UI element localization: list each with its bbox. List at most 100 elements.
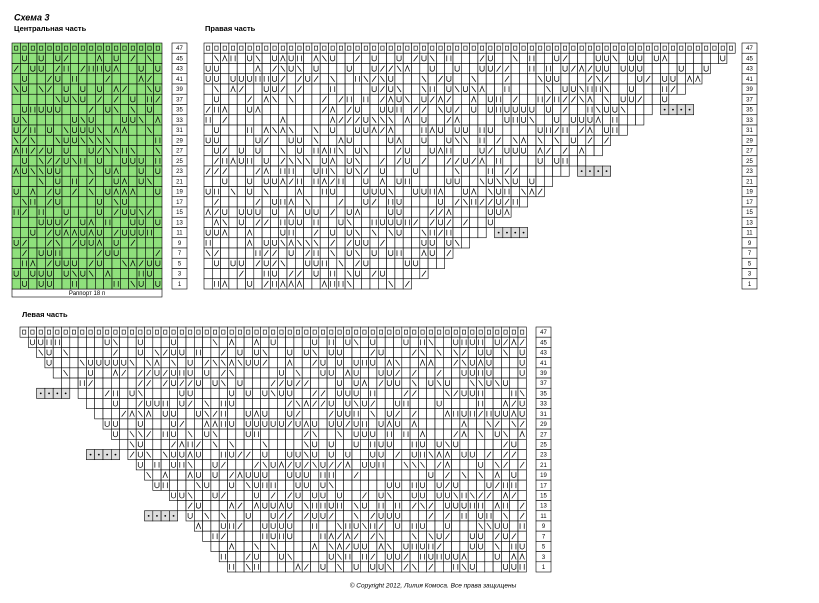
stitch-symbol bbox=[503, 380, 508, 387]
stitch-symbol bbox=[105, 45, 110, 51]
stitch-cell bbox=[436, 63, 445, 75]
stitch-cell bbox=[286, 257, 296, 269]
stitch-cell bbox=[467, 367, 477, 379]
stitch-symbol bbox=[187, 492, 193, 499]
stitch-symbol bbox=[395, 523, 401, 530]
stitch-cell bbox=[145, 155, 154, 167]
stitch-symbol bbox=[380, 116, 385, 123]
stitch-cell bbox=[361, 52, 371, 64]
stitch-symbol bbox=[63, 270, 69, 277]
stitch-cell bbox=[419, 93, 429, 105]
stitch-symbol bbox=[63, 349, 69, 356]
stitch-cell bbox=[467, 520, 477, 532]
stitch-symbol bbox=[511, 482, 517, 489]
stitch-cell bbox=[326, 357, 336, 369]
stitch-cell bbox=[560, 134, 570, 146]
row-number: 5 bbox=[748, 261, 752, 267]
stitch-cell bbox=[28, 63, 38, 75]
stitch-symbol bbox=[72, 157, 77, 164]
stitch-cell bbox=[36, 336, 46, 348]
stitch-cell bbox=[359, 561, 369, 573]
stitch-symbol bbox=[487, 209, 493, 216]
stitch-cell bbox=[451, 408, 461, 420]
stitch-cell bbox=[235, 428, 245, 440]
stitch-cell bbox=[220, 186, 230, 198]
stitch-cell bbox=[294, 42, 304, 54]
stitch-symbol bbox=[370, 533, 376, 540]
stitch-symbol bbox=[463, 198, 468, 205]
stitch-symbol bbox=[80, 158, 86, 164]
stitch-cell bbox=[568, 114, 578, 126]
stitch-cell bbox=[243, 428, 253, 440]
stitch-cell bbox=[384, 449, 394, 461]
stitch-cell bbox=[243, 510, 253, 522]
stitch-symbol bbox=[130, 158, 136, 164]
stitch-symbol bbox=[162, 471, 168, 479]
stitch-cell bbox=[243, 500, 253, 512]
stitch-symbol bbox=[97, 127, 102, 134]
stitch-cell bbox=[452, 175, 462, 187]
stitch-symbol bbox=[130, 219, 136, 226]
stitch-cell bbox=[359, 479, 369, 491]
stitch-cell bbox=[519, 83, 529, 95]
stitch-symbol bbox=[438, 219, 443, 226]
stitch-symbol bbox=[478, 533, 484, 540]
stitch-cell bbox=[61, 83, 71, 95]
stitch-cell bbox=[270, 114, 279, 126]
stitch-symbol bbox=[47, 270, 52, 277]
stitch-symbol bbox=[246, 329, 251, 335]
stitch-cell bbox=[210, 377, 220, 389]
stitch-cell bbox=[685, 63, 695, 75]
stitch-cell bbox=[86, 336, 96, 348]
stitch-symbol bbox=[295, 369, 301, 377]
stitch-symbol bbox=[263, 260, 269, 267]
stitch-symbol bbox=[519, 552, 525, 560]
stitch-symbol bbox=[355, 168, 360, 175]
stitch-symbol bbox=[88, 137, 94, 144]
stitch-symbol bbox=[353, 370, 359, 376]
stitch-cell bbox=[253, 268, 263, 280]
stitch-symbol bbox=[154, 370, 160, 376]
row-number: 23 bbox=[176, 169, 183, 175]
stitch-symbol bbox=[121, 187, 128, 195]
stitch-cell bbox=[377, 134, 387, 146]
stitch-cell bbox=[361, 134, 371, 146]
stitch-symbol bbox=[245, 359, 251, 366]
stitch-cell bbox=[260, 530, 270, 542]
stitch-cell bbox=[261, 114, 271, 126]
stitch-symbol bbox=[137, 451, 143, 458]
stitch-cell bbox=[11, 93, 21, 105]
stitch-cell bbox=[119, 347, 129, 358]
stitch-cell bbox=[303, 42, 313, 54]
stitch-cell bbox=[243, 469, 253, 481]
stitch-cell bbox=[351, 459, 361, 471]
stitch-symbol bbox=[88, 178, 94, 185]
stitch-symbol bbox=[511, 441, 517, 448]
row-number: 35 bbox=[176, 108, 183, 114]
stitch-cell bbox=[384, 459, 394, 471]
stitch-cell bbox=[243, 398, 253, 409]
stitch-cell bbox=[409, 438, 419, 450]
stitch-cell bbox=[276, 367, 286, 379]
stitch-symbol bbox=[629, 96, 634, 103]
stitch-symbol bbox=[445, 523, 450, 530]
stitch-cell bbox=[411, 63, 421, 75]
stitch-cell bbox=[95, 155, 104, 167]
stitch-cell bbox=[427, 42, 437, 54]
stitch-symbol bbox=[388, 126, 394, 134]
stitch-cell bbox=[103, 216, 113, 228]
stitch-symbol bbox=[529, 106, 535, 113]
stitch-cell bbox=[467, 459, 477, 471]
stitch-cell bbox=[501, 469, 510, 481]
stitch-symbol bbox=[287, 461, 293, 468]
stitch-cell bbox=[368, 541, 378, 552]
stitch-cell bbox=[203, 134, 213, 146]
stitch-symbol bbox=[371, 75, 377, 82]
stitch-cell bbox=[610, 104, 620, 116]
stitch-cell bbox=[153, 186, 163, 198]
stitch-cell bbox=[318, 367, 328, 379]
stitch-cell bbox=[303, 257, 313, 269]
stitch-symbol bbox=[245, 563, 251, 570]
stitch-cell bbox=[28, 114, 38, 126]
stitch-symbol bbox=[487, 65, 493, 72]
